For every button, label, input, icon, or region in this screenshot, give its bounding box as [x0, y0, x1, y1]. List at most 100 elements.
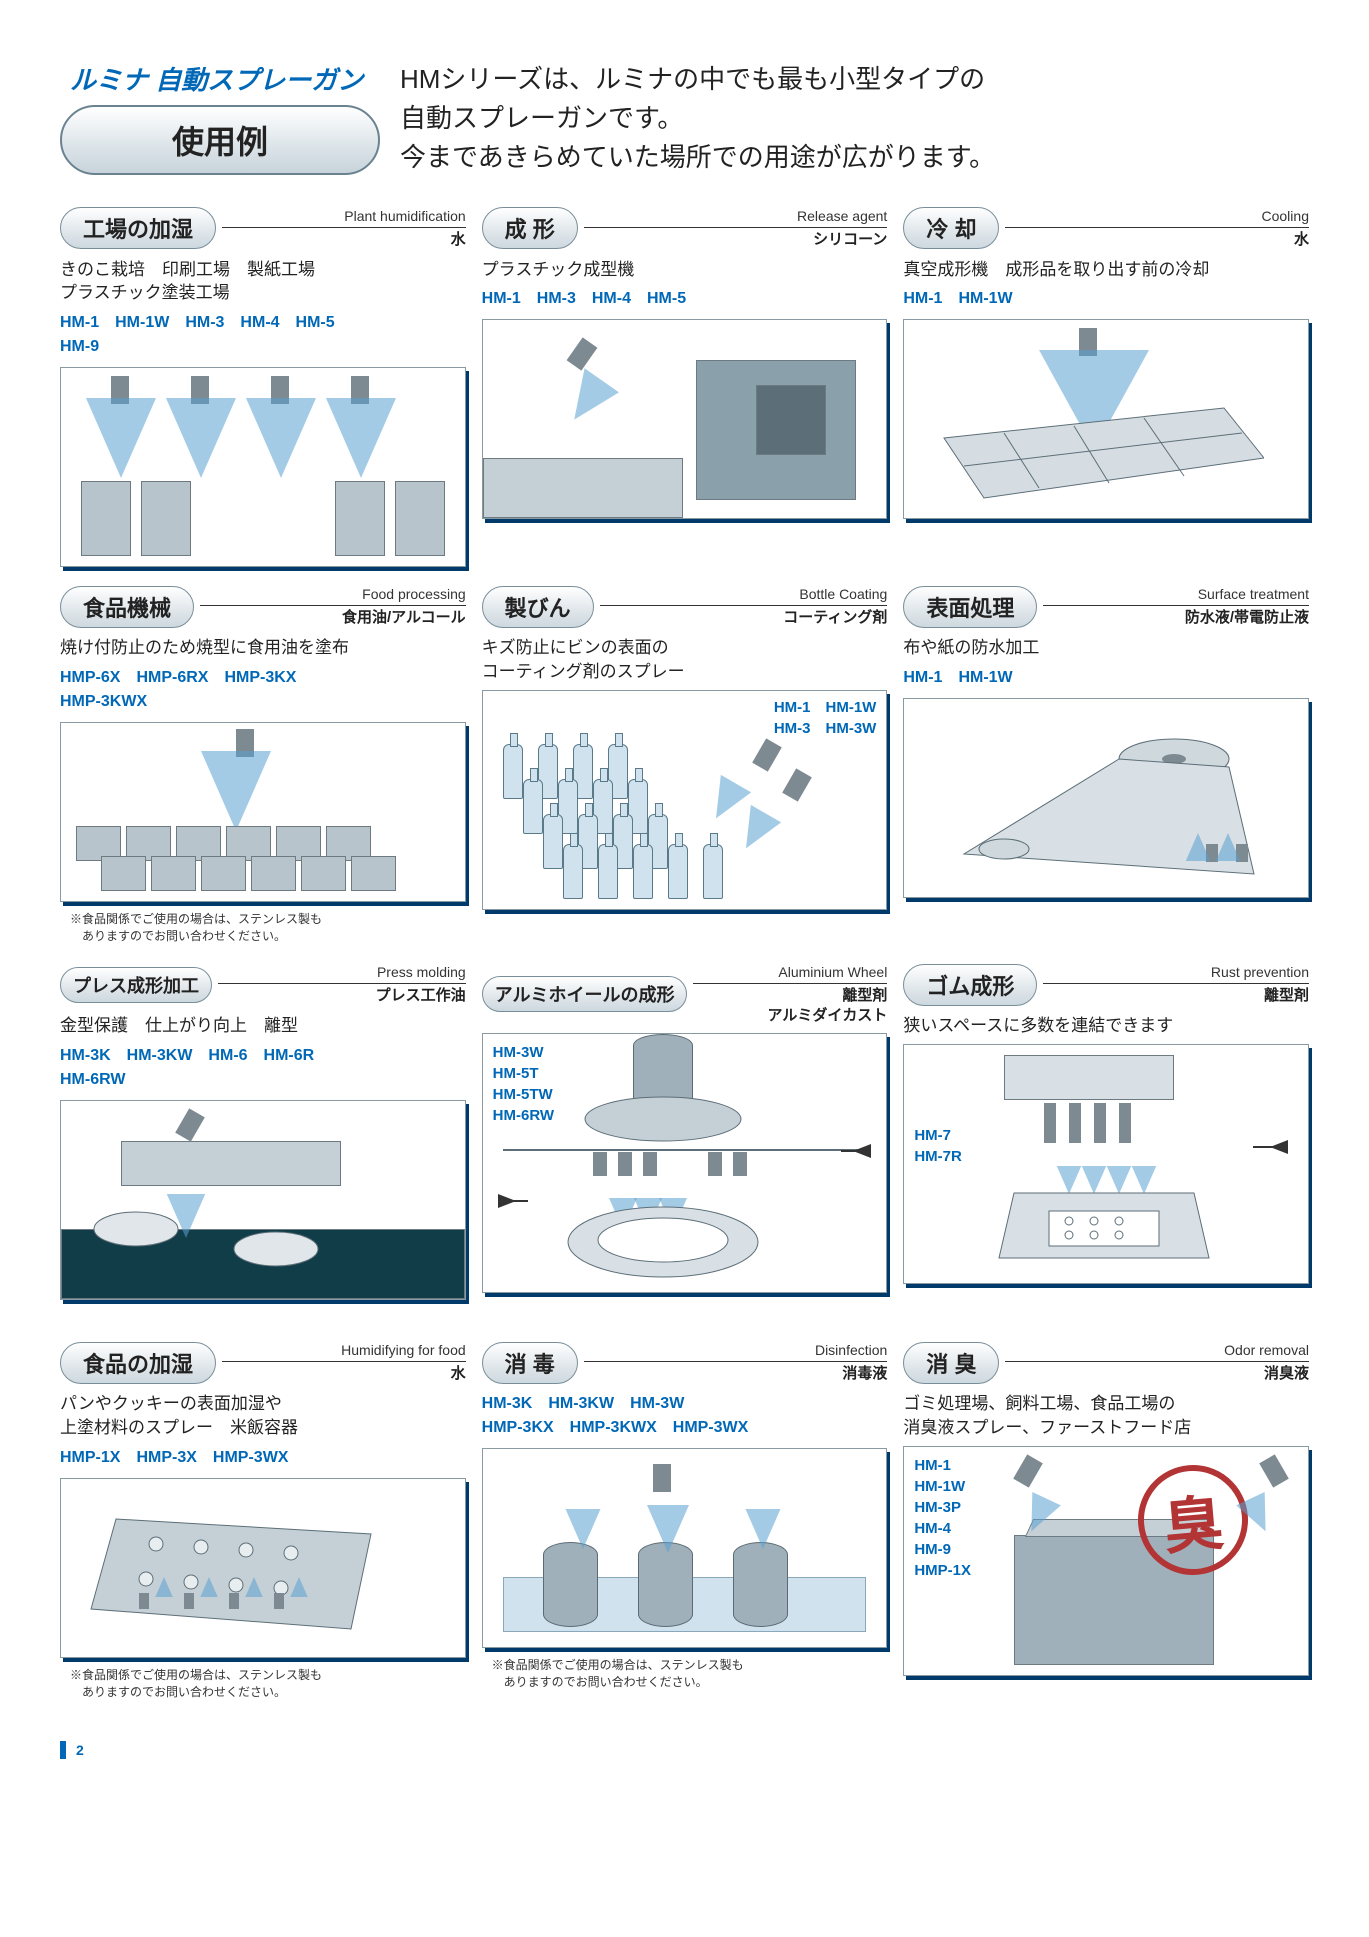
- card-header: ゴム成形 Rust prevention 離型剤: [903, 963, 1309, 1006]
- card-surface-treatment: 表面処理 Surface treatment 防水液/帯電防止液 布や紙の防水加…: [903, 585, 1309, 945]
- roller-icon: [904, 699, 1308, 897]
- mold-tray-icon: [994, 1173, 1214, 1273]
- card-rubber-molding: ゴム成形 Rust prevention 離型剤 狭いスペースに多数を連結できま…: [903, 963, 1309, 1323]
- card-illustration: HM-1 HM-1W HM-3 HM-3W: [482, 690, 888, 910]
- card-description: 金型保護 仕上がり向上 離型: [60, 1014, 466, 1038]
- card-description: キズ防止にビンの表面の コーティング剤のスプレー: [482, 636, 888, 684]
- card-sub-label: 離型剤: [1043, 986, 1309, 1006]
- card-title-pill: 消 毒: [482, 1342, 578, 1384]
- card-meta: Rust prevention 離型剤: [1043, 963, 1309, 1006]
- card-header: プレス成形加工 Press molding プレス工作油: [60, 963, 466, 1006]
- card-disinfection: 消 毒 Disinfection 消毒液 HM-3K HM-3KW HM-3W …: [482, 1341, 888, 1701]
- card-header: 表面処理 Surface treatment 防水液/帯電防止液: [903, 585, 1309, 628]
- usage-label-pill: 使用例: [60, 105, 380, 175]
- card-sub-label: 水: [1005, 230, 1309, 250]
- card-meta: Cooling 水: [1005, 207, 1309, 250]
- card-models: HM-1 HM-1W HM-3 HM-4 HM-5 HM-9: [60, 311, 466, 359]
- card-en-label: Disinfection: [584, 1341, 888, 1359]
- card-en-label: Rust prevention: [1043, 963, 1309, 981]
- card-sub-label: 防水液/帯電防止液: [1043, 608, 1309, 628]
- card-description: 真空成形機 成形品を取り出す前の冷却: [903, 258, 1309, 282]
- card-sub-label: 離型剤 アルミダイカスト: [693, 986, 887, 1025]
- card-title-pill: 工場の加湿: [60, 207, 216, 249]
- page-number: 2: [60, 1741, 1309, 1759]
- card-meta: Release agent シリコーン: [584, 207, 888, 250]
- card-en-label: Surface treatment: [1043, 585, 1309, 603]
- product-subtitle: ルミナ 自動スプレーガン: [60, 60, 380, 97]
- card-note: ※食品関係でご使用の場合は、ステンレス製も ありますのでお問い合わせください。: [60, 1666, 466, 1700]
- card-grid: 工場の加湿 Plant humidification 水 きのこ栽培 印刷工場 …: [60, 207, 1309, 1701]
- card-meta: Press molding プレス工作油: [218, 963, 466, 1006]
- card-title-pill: アルミホイールの成形: [482, 976, 688, 1012]
- card-header: アルミホイールの成形 Aluminium Wheel 離型剤 アルミダイカスト: [482, 963, 888, 1025]
- card-sub-label: 食用油/アルコール: [200, 608, 466, 628]
- card-title-pill: 食品の加湿: [60, 1342, 216, 1384]
- card-models-inside: HM-7 HM-7R: [914, 1125, 962, 1167]
- card-title-pill: 食品機械: [60, 586, 194, 628]
- card-title-pill: 製びん: [482, 586, 594, 628]
- card-description: 狭いスペースに多数を連結できます: [903, 1014, 1309, 1038]
- card-description: パンやクッキーの表面加湿や 上塗材料のスプレー 米飯容器: [60, 1392, 466, 1440]
- card-en-label: Odor removal: [1005, 1341, 1309, 1359]
- card-meta: Surface treatment 防水液/帯電防止液: [1043, 585, 1309, 628]
- card-meta: Food processing 食用油/アルコール: [200, 585, 466, 628]
- header-description: HMシリーズは、ルミナの中でも最も小型タイプの 自動スプレーガンです。 今まであ…: [400, 60, 1309, 177]
- card-header: 工場の加湿 Plant humidification 水: [60, 207, 466, 250]
- card-en-label: Food processing: [200, 585, 466, 603]
- card-models-inside: HM-3W HM-5T HM-5TW HM-6RW: [493, 1042, 554, 1126]
- header-left: ルミナ 自動スプレーガン 使用例: [60, 60, 380, 175]
- card-header: 消 臭 Odor removal 消臭液: [903, 1341, 1309, 1384]
- card-sub-label: 消臭液: [1005, 1364, 1309, 1384]
- card-description: 焼け付防止のため焼型に食用油を塗布: [60, 636, 466, 660]
- card-illustration: [60, 1100, 466, 1300]
- card-plant-humidification: 工場の加湿 Plant humidification 水 きのこ栽培 印刷工場 …: [60, 207, 466, 567]
- card-en-label: Press molding: [218, 963, 466, 981]
- card-header: 消 毒 Disinfection 消毒液: [482, 1341, 888, 1384]
- card-press-molding: プレス成形加工 Press molding プレス工作油 金型保護 仕上がり向上…: [60, 963, 466, 1323]
- card-sub-label: 水: [222, 230, 466, 250]
- card-note: ※食品関係でご使用の場合は、ステンレス製も ありますのでお問い合わせください。: [60, 910, 466, 944]
- card-models: HM-1 HM-1W: [903, 666, 1309, 690]
- card-sub-label: コーティング剤: [600, 608, 888, 628]
- card-meta: Aluminium Wheel 離型剤 アルミダイカスト: [693, 963, 887, 1025]
- tray-icon: [924, 398, 1264, 508]
- card-en-label: Plant humidification: [222, 207, 466, 225]
- card-meta: Disinfection 消毒液: [584, 1341, 888, 1384]
- card-meta: Odor removal 消臭液: [1005, 1341, 1309, 1384]
- card-molding: 成 形 Release agent シリコーン プラスチック成型機 HM-1 H…: [482, 207, 888, 567]
- card-models: HM-1 HM-1W: [903, 287, 1309, 311]
- card-en-label: Release agent: [584, 207, 888, 225]
- card-sub-label: シリコーン: [584, 230, 888, 250]
- card-meta: Bottle Coating コーティング剤: [600, 585, 888, 628]
- card-illustration: [903, 319, 1309, 519]
- card-note: ※食品関係でご使用の場合は、ステンレス製も ありますのでお問い合わせください。: [482, 1656, 888, 1690]
- card-models: HM-1 HM-3 HM-4 HM-5: [482, 287, 888, 311]
- conveyor-icon: [61, 1479, 465, 1657]
- card-illustration: HM-3W HM-5T HM-5TW HM-6RW: [482, 1033, 888, 1293]
- card-title-pill: ゴム成形: [903, 964, 1037, 1006]
- card-title-pill: 消 臭: [903, 1342, 999, 1384]
- card-meta: Humidifying for food 水: [222, 1341, 466, 1384]
- card-illustration: [482, 319, 888, 519]
- card-sub-label: 水: [222, 1364, 466, 1384]
- card-models: HM-3K HM-3KW HM-3W HMP-3KX HMP-3KWX HMP-…: [482, 1392, 888, 1440]
- card-description: ゴミ処理場、飼料工場、食品工場の 消臭液スプレー、ファーストフード店: [903, 1392, 1309, 1440]
- card-header: 製びん Bottle Coating コーティング剤: [482, 585, 888, 628]
- card-en-label: Humidifying for food: [222, 1341, 466, 1359]
- card-food-processing: 食品機械 Food processing 食用油/アルコール 焼け付防止のため焼…: [60, 585, 466, 945]
- card-illustration: [60, 1478, 466, 1658]
- card-sub-label: プレス工作油: [218, 986, 466, 1006]
- card-models-inside: HM-1 HM-1W HM-3P HM-4 HM-9 HMP-1X: [914, 1455, 971, 1581]
- card-illustration: HM-7 HM-7R: [903, 1044, 1309, 1284]
- card-title-pill: 冷 却: [903, 207, 999, 249]
- card-bottle-coating: 製びん Bottle Coating コーティング剤 キズ防止にビンの表面の コ…: [482, 585, 888, 945]
- card-illustration: HM-1 HM-1W HM-3P HM-4 HM-9 HMP-1X 臭: [903, 1446, 1309, 1676]
- card-en-label: Bottle Coating: [600, 585, 888, 603]
- card-food-humidifying: 食品の加湿 Humidifying for food 水 パンやクッキーの表面加…: [60, 1341, 466, 1701]
- card-header: 冷 却 Cooling 水: [903, 207, 1309, 250]
- card-models: HMP-1X HMP-3X HMP-3WX: [60, 1446, 466, 1470]
- card-models-inside: HM-1 HM-1W HM-3 HM-3W: [774, 697, 877, 739]
- card-title-pill: プレス成形加工: [60, 967, 212, 1003]
- page-header: ルミナ 自動スプレーガン 使用例 HMシリーズは、ルミナの中でも最も小型タイプの…: [60, 60, 1309, 177]
- card-description: きのこ栽培 印刷工場 製紙工場 プラスチック塗装工場: [60, 258, 466, 306]
